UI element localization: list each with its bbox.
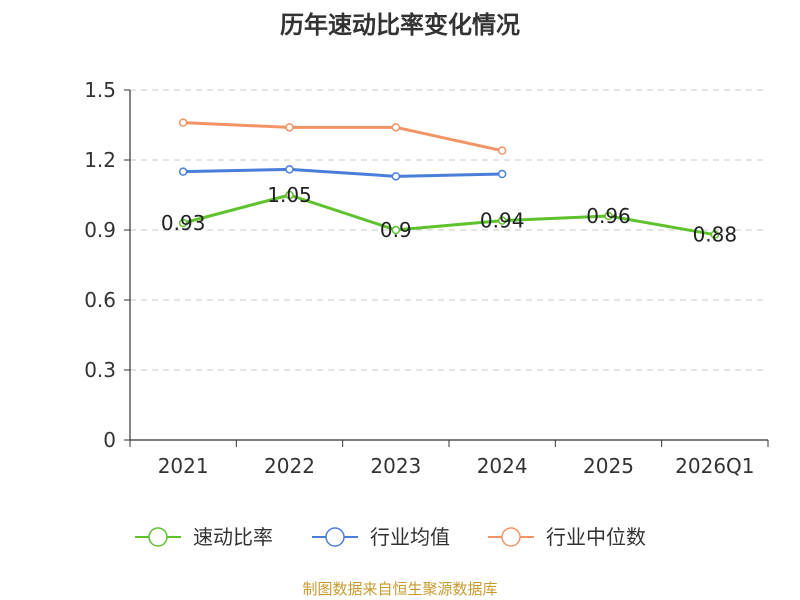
x-tick-label: 2024 [477,454,528,478]
y-tick-label: 0.9 [84,218,116,242]
y-ticks: 0 0.3 0.6 0.9 1.2 1.5 [84,78,130,452]
y-tick-label: 0 [103,428,116,452]
data-point [285,123,294,132]
legend-marker [501,527,521,547]
data-point [497,146,507,155]
legend-item-2[interactable]: 行业中位数 [488,525,646,549]
data-label: 0.9 [380,218,412,242]
x-tick-label: 2026Q1 [675,454,754,478]
x-tick-label: 2021 [158,454,209,478]
data-point [391,123,401,132]
legend-item-1[interactable]: 行业均值 [312,525,450,549]
data-point [391,172,401,181]
source-note: 制图数据来自恒生聚源数据库 [302,580,497,598]
series [178,118,720,239]
legend-label: 行业中位数 [546,525,646,549]
chart-title: 历年速动比率变化情况 [280,11,520,39]
data-point [285,165,294,174]
data-label: 0.93 [161,211,206,235]
y-tick-label: 1.5 [84,78,116,102]
data-point [391,225,401,235]
series-line-0 [182,193,716,237]
legend[interactable]: 速动比率 行业均值 行业中位数 [135,525,646,549]
y-tick-label: 0.6 [84,288,116,312]
data-point [178,218,188,228]
x-tick-label: 2022 [264,454,315,478]
x-tick-label: 2023 [370,454,421,478]
data-point [178,118,188,127]
data-label: 0.96 [586,204,631,228]
legend-marker [148,527,168,547]
data-label: 0.94 [480,209,525,233]
data-point [497,169,507,179]
data-point [178,167,188,176]
y-tick-label: 0.3 [84,358,116,382]
data-label: 0.88 [693,223,738,247]
axes [129,90,768,441]
grid [130,89,768,371]
data-point [710,230,720,239]
data-point [285,190,294,200]
data-label: 1.05 [267,183,312,207]
series-line-2 [183,121,503,153]
data-point [604,211,613,221]
series-line-1 [183,167,503,178]
x-ticks: 2021 2022 2023 2024 2025 2026Q1 [129,440,769,478]
legend-label: 行业均值 [370,525,450,549]
legend-marker [325,527,345,547]
data-labels: 0.93 1.05 0.9 0.94 0.96 0.88 [161,183,737,247]
x-tick-label: 2025 [583,454,634,478]
y-tick-label: 1.2 [84,148,116,172]
data-point [497,216,507,225]
legend-item-0[interactable]: 速动比率 [135,525,273,549]
legend-label: 速动比率 [193,525,273,549]
